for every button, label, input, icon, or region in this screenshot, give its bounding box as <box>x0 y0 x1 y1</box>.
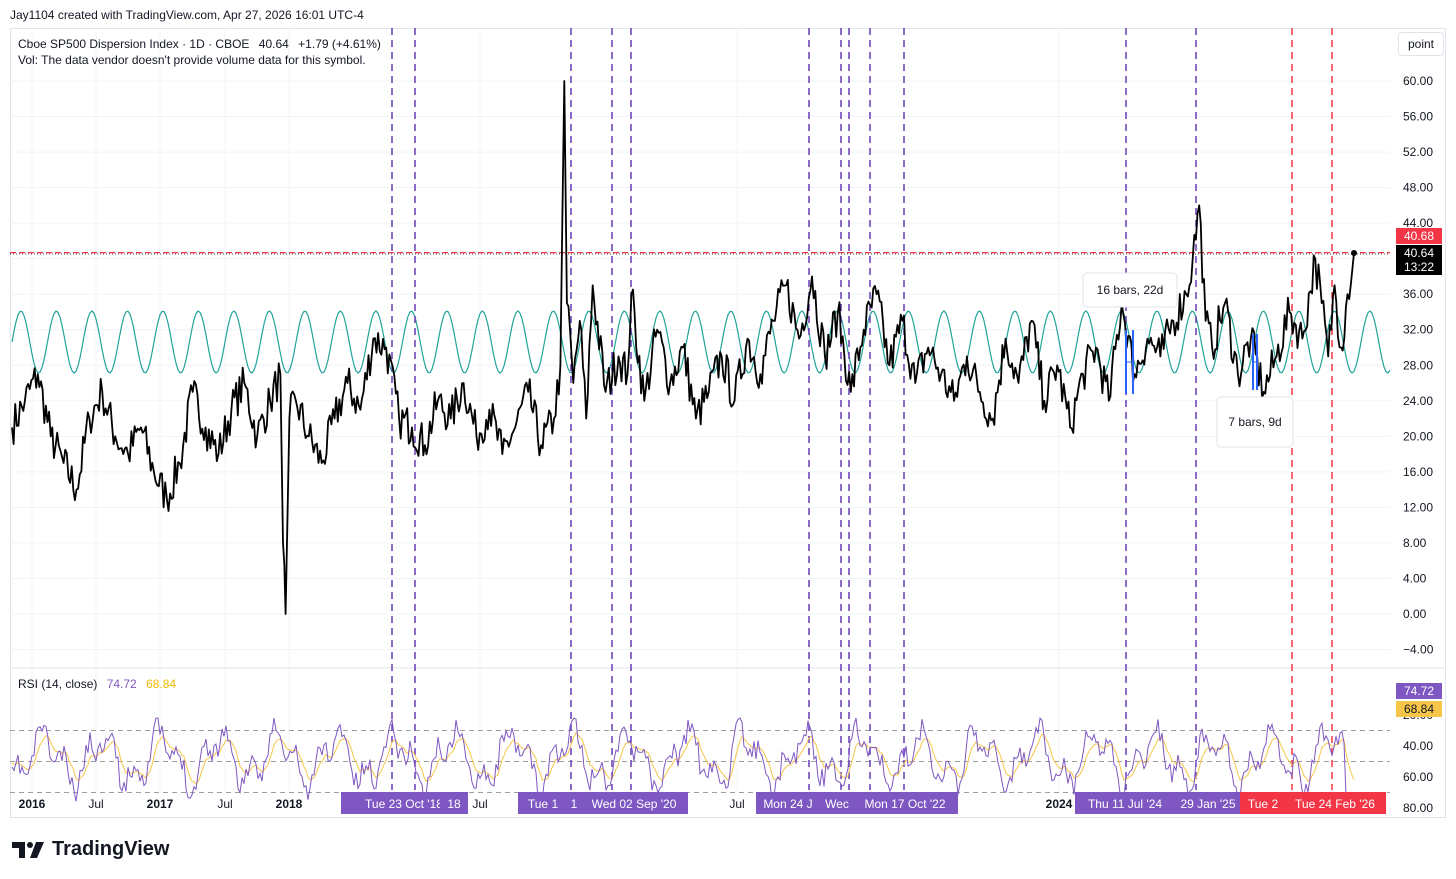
x-tick-label: 2024 <box>1046 797 1073 811</box>
y-tick-label: 48.00 <box>1403 181 1433 195</box>
rsi-legend-value: 74.72 <box>106 677 137 691</box>
date-tag <box>1075 792 1175 814</box>
date-tag-text: Mon 17 Oct '22 <box>865 797 946 811</box>
date-tag-text: 18 <box>447 797 461 811</box>
y-tick-label: 56.00 <box>1403 110 1433 124</box>
date-tag <box>1240 792 1286 814</box>
x-tick-label: Jul <box>88 797 103 811</box>
y-tick-label: 36.00 <box>1403 287 1433 301</box>
date-tag-text: Mon 24 J <box>763 797 812 811</box>
price-tag-last <box>1396 245 1442 275</box>
y-tick-label: 12.00 <box>1403 500 1433 514</box>
date-tag <box>566 792 582 814</box>
date-tag <box>440 792 468 814</box>
date-tag-text: Tue 24 Feb '26 <box>1295 797 1375 811</box>
y-tick-label: 52.00 <box>1403 145 1433 159</box>
rsi-ma-tag <box>1396 701 1442 717</box>
last-price-dot <box>1351 249 1357 256</box>
last-value: 40.64 <box>258 37 289 51</box>
x-tick-label: 2018 <box>276 797 303 811</box>
y-tick-label: 32.00 <box>1403 323 1433 337</box>
rsi-tag <box>1396 683 1442 699</box>
measure-callout-text: 7 bars, 9d <box>1228 415 1281 429</box>
change-value: +1.79 (+4.61%) <box>298 37 381 51</box>
measure-callout-text: 16 bars, 22d <box>1097 283 1164 297</box>
date-tag-text: Tue 1 <box>528 797 559 811</box>
rsi-tick-label: 60.00 <box>1403 770 1433 784</box>
price-series-line <box>11 80 1355 615</box>
price-tag-red <box>1396 228 1442 244</box>
date-tag-text: 1 <box>571 797 578 811</box>
date-tag <box>852 792 958 814</box>
measure-callout <box>1216 396 1294 448</box>
rsi-legend[interactable]: RSI (14, close) 74.72 68.84 <box>18 677 176 691</box>
tradingview-logo-icon <box>12 841 44 858</box>
date-tag-text: Wec <box>825 797 849 811</box>
date-tag-text: Tue 23 Oct '18 <box>365 797 443 811</box>
y-tick-label: 4.00 <box>1403 571 1427 585</box>
y-tick-label: 60.00 <box>1403 74 1433 88</box>
price-tag-red-text: 40.68 <box>1404 229 1434 243</box>
date-tag-text: Thu 11 Jul '24 <box>1088 797 1162 811</box>
x-tick-label: 2017 <box>147 797 174 811</box>
y-tick-label: 0.00 <box>1403 607 1427 621</box>
rsi-tag-text: 74.72 <box>1404 684 1434 698</box>
volume-note: Vol: The data vendor doesn't provide vol… <box>18 53 366 67</box>
rsi-ma-line <box>11 731 1355 785</box>
countdown-text: 13:22 <box>1404 260 1434 274</box>
date-tag <box>756 792 820 814</box>
y-tick-label: 8.00 <box>1403 536 1427 550</box>
date-tag <box>341 792 467 814</box>
y-tick-label: 16.00 <box>1403 465 1433 479</box>
rsi-label: RSI (14, close) <box>18 677 98 691</box>
date-tag-text: Wed 02 Sep '20 <box>592 797 677 811</box>
date-tag <box>1284 792 1386 814</box>
rsi-line <box>11 716 1354 805</box>
rsi-tick-label: 80.00 <box>1403 801 1433 815</box>
x-tick-label: Jul <box>472 797 487 811</box>
y-tick-label: −4.00 <box>1403 643 1434 657</box>
chart-frame[interactable] <box>10 28 1446 818</box>
date-tag <box>820 792 854 814</box>
chart-caption: Jay1104 created with TradingView.com, Ap… <box>10 8 364 22</box>
price-tag-last-text: 40.64 <box>1404 246 1434 260</box>
date-tag-text: Tue 2 <box>1248 797 1279 811</box>
date-tag <box>580 792 688 814</box>
y-tick-label: 24.00 <box>1403 394 1433 408</box>
date-tag-text: 29 Jan '25 <box>1180 797 1235 811</box>
rsi-ma-tag-text: 68.84 <box>1404 702 1434 716</box>
measure-callout <box>1082 272 1178 308</box>
x-tick-label: Jul <box>217 797 232 811</box>
date-tag <box>518 792 568 814</box>
rsi-tick-label: 40.00 <box>1403 739 1433 753</box>
date-tag <box>1175 792 1241 814</box>
rsi-ma-legend-value: 68.84 <box>146 677 177 691</box>
symbol-legend[interactable]: Cboe SP500 Dispersion Index · 1D · CBOE … <box>18 37 381 51</box>
brand-logo[interactable]: TradingView <box>12 838 169 861</box>
y-tick-label: 28.00 <box>1403 358 1433 372</box>
x-tick-label: 2016 <box>19 797 46 811</box>
y-tick-label: 44.00 <box>1403 216 1433 230</box>
scale-mode-button[interactable]: point <box>1398 32 1444 56</box>
x-tick-label: Jul <box>729 797 744 811</box>
cycle-sine-line <box>11 310 1391 374</box>
symbol-title: Cboe SP500 Dispersion Index · 1D · CBOE <box>18 37 250 51</box>
y-tick-label: 20.00 <box>1403 429 1433 443</box>
brand-name: TradingView <box>52 838 170 860</box>
